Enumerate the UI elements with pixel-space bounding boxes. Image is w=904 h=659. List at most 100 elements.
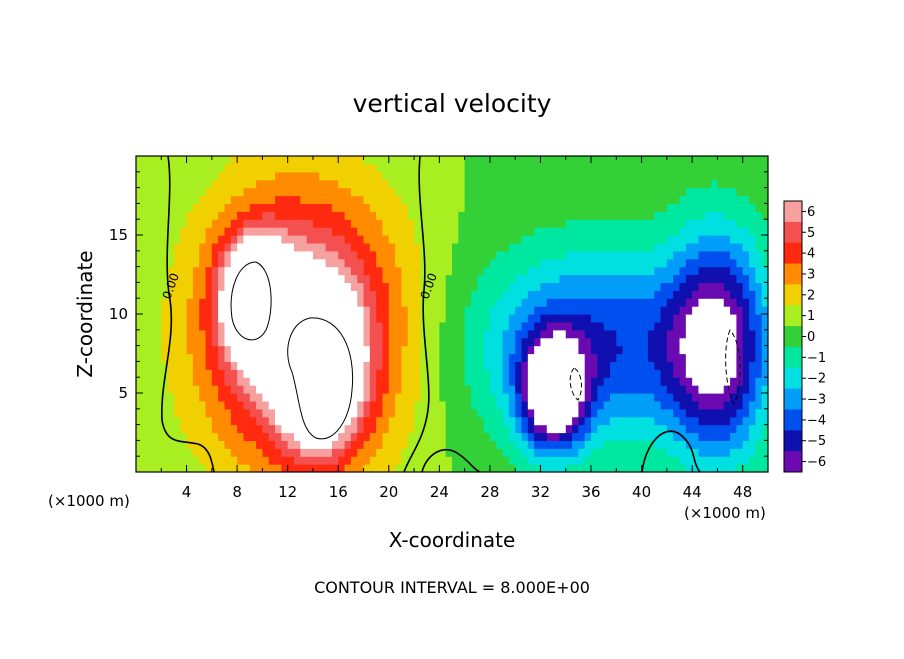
- field-cell: [470, 290, 478, 299]
- field-cell: [243, 440, 251, 449]
- field-cell: [654, 219, 662, 228]
- field-cell: [483, 432, 491, 441]
- field-cell: [730, 171, 737, 181]
- field-cell: [622, 203, 630, 212]
- field-cell: [433, 219, 440, 228]
- field-cell: [161, 235, 169, 244]
- field-cell: [256, 377, 263, 386]
- field-cell: [306, 432, 314, 441]
- field-cell: [281, 345, 289, 355]
- field-cell: [338, 290, 346, 299]
- field-cell: [224, 377, 232, 386]
- field-cell: [395, 219, 403, 228]
- field-cell: [597, 345, 605, 355]
- field-cell: [603, 274, 611, 283]
- field-cell: [445, 203, 453, 212]
- field-cell: [584, 440, 592, 449]
- field-cell: [161, 156, 169, 165]
- field-cell: [433, 156, 440, 165]
- field-cell: [610, 290, 617, 299]
- field-cell: [603, 424, 611, 434]
- field-cell: [445, 274, 453, 283]
- field-cell: [755, 219, 763, 228]
- field-cell: [357, 187, 365, 197]
- field-cell: [654, 408, 662, 418]
- field-cell: [553, 156, 561, 165]
- field-cell: [306, 361, 314, 370]
- field-cell: [414, 345, 421, 355]
- field-cell: [445, 156, 453, 165]
- field-cell: [300, 227, 308, 236]
- field-cell: [218, 448, 226, 457]
- field-cell: [331, 282, 339, 291]
- field-cell: [628, 400, 636, 410]
- field-cell: [186, 353, 194, 362]
- field-cell: [401, 179, 409, 189]
- field-cell: [344, 440, 352, 449]
- field-cell: [654, 290, 662, 299]
- field-cell: [761, 179, 768, 189]
- field-cell: [180, 156, 188, 165]
- field-cell: [692, 432, 700, 441]
- field-cell: [572, 195, 579, 204]
- field-cell: [572, 329, 579, 339]
- field-cell: [730, 448, 737, 457]
- field-cell: [192, 258, 200, 268]
- field-cell: [186, 448, 194, 457]
- field-cell: [755, 211, 763, 220]
- field-cell: [325, 353, 333, 362]
- field-cell: [376, 393, 384, 402]
- field-cell: [749, 195, 756, 204]
- field-cell: [300, 235, 308, 244]
- field-cell: [527, 353, 535, 362]
- field-cell: [249, 195, 257, 204]
- field-cell: [357, 321, 365, 331]
- field-cell: [433, 211, 440, 220]
- field-cell: [306, 203, 314, 212]
- field-cell: [647, 329, 655, 339]
- field-cell: [755, 290, 763, 299]
- field-cell: [237, 298, 245, 307]
- field-cell: [262, 416, 270, 426]
- field-cell: [489, 408, 497, 418]
- field-cell: [704, 282, 712, 291]
- field-cell: [704, 337, 712, 347]
- field-cell: [142, 187, 150, 197]
- field-cell: [660, 314, 668, 323]
- field-cell: [597, 290, 605, 299]
- field-cell: [382, 416, 390, 426]
- field-cell: [294, 369, 301, 378]
- field-cell: [199, 187, 207, 197]
- field-cell: [749, 282, 756, 291]
- field-cell: [635, 211, 643, 220]
- field-cell: [275, 306, 282, 315]
- field-cell: [622, 345, 630, 355]
- field-cell: [616, 385, 624, 394]
- field-cell: [755, 456, 763, 465]
- field-cell: [205, 369, 213, 378]
- field-cell: [148, 361, 156, 370]
- field-cell: [294, 464, 301, 472]
- field-cell: [199, 393, 207, 402]
- field-cell: [407, 171, 415, 181]
- field-cell: [376, 156, 384, 165]
- field-cell: [376, 337, 384, 347]
- field-cell: [173, 250, 181, 260]
- field-cell: [603, 171, 611, 181]
- field-cell: [761, 416, 768, 426]
- field-cell: [477, 464, 485, 472]
- field-cell: [167, 464, 175, 472]
- field-cell: [540, 306, 548, 315]
- field-cell: [350, 361, 358, 370]
- colorbar-swatch: [784, 284, 802, 306]
- field-cell: [357, 227, 365, 236]
- field-cell: [742, 385, 750, 394]
- field-cell: [256, 337, 263, 347]
- field-cell: [211, 250, 219, 260]
- field-cell: [692, 377, 700, 386]
- field-cell: [610, 440, 617, 449]
- field-cell: [230, 235, 238, 244]
- field-cell: [281, 464, 289, 472]
- field-cell: [211, 329, 219, 339]
- field-cell: [205, 203, 213, 212]
